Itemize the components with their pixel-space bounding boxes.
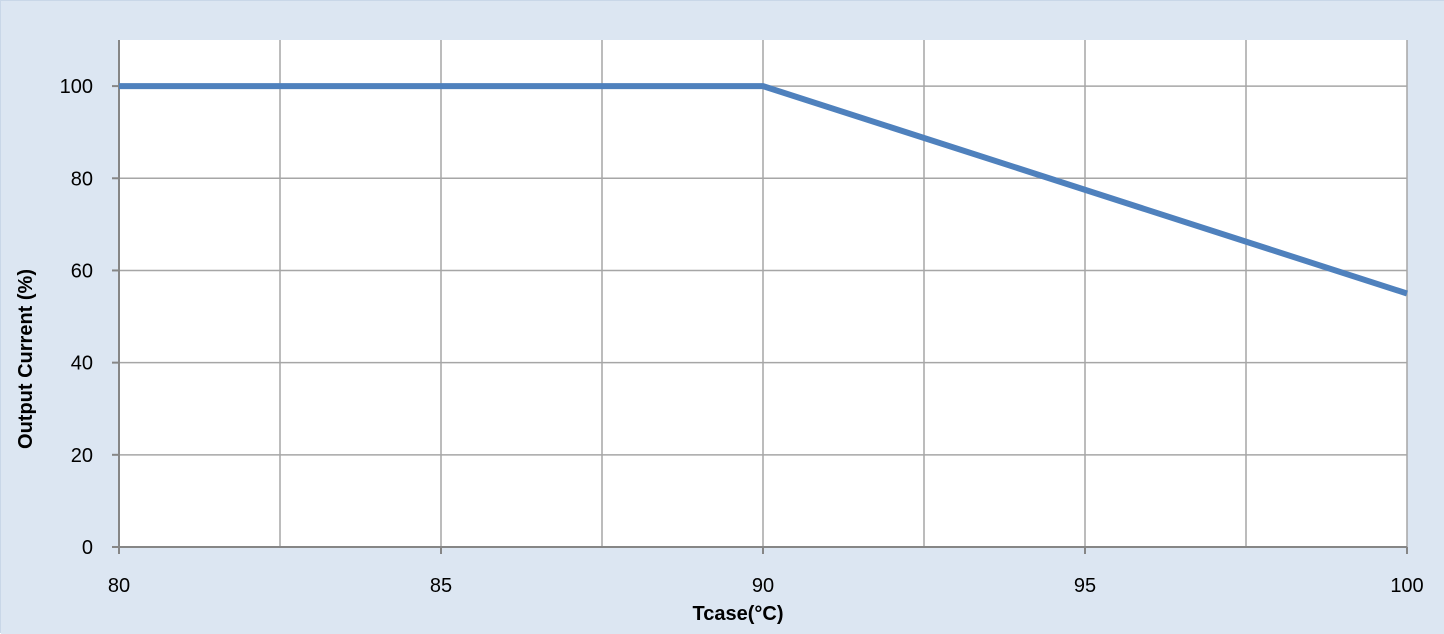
y-tick-label: 80 bbox=[71, 168, 93, 190]
series-line bbox=[119, 83, 1408, 297]
y-tick-label: 40 bbox=[71, 353, 93, 375]
x-tick-label: 100 bbox=[1390, 575, 1423, 597]
x-axis-title: Tcase(°C) bbox=[693, 603, 784, 625]
x-tick-label: 90 bbox=[752, 575, 774, 597]
y-tick-label: 60 bbox=[71, 260, 93, 282]
data-series bbox=[119, 83, 1408, 297]
y-tick-label: 20 bbox=[71, 445, 93, 467]
x-tick-label: 85 bbox=[430, 575, 452, 597]
axes bbox=[112, 40, 1408, 554]
tick-labels: 80 85 90 95 100 0 20 40 60 80 100 bbox=[60, 76, 1424, 597]
x-tick-label: 95 bbox=[1074, 575, 1096, 597]
y-tick-label: 0 bbox=[82, 537, 93, 559]
x-tick-label: 80 bbox=[108, 575, 130, 597]
y-tick-label: 100 bbox=[60, 76, 93, 98]
y-axis-title: Output Current (%) bbox=[15, 269, 37, 449]
